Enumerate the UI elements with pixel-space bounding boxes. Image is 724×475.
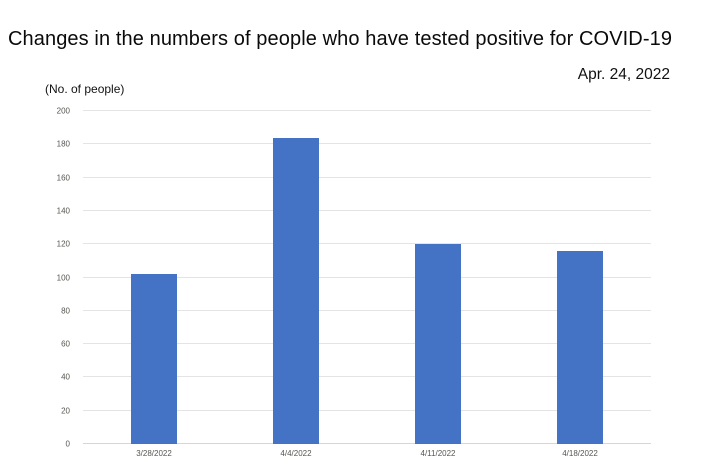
bar-4/18/2022 xyxy=(557,250,603,444)
y-axis-unit-label: (No. of people) xyxy=(45,82,125,96)
y-tick-label: 120 xyxy=(56,239,70,249)
gridline xyxy=(83,276,651,278)
bar-4/11/2022 xyxy=(415,244,461,444)
gridline xyxy=(83,409,651,411)
gridline xyxy=(83,376,651,378)
y-tick-label: 40 xyxy=(61,372,70,382)
gridline xyxy=(83,309,651,311)
gridline xyxy=(83,176,651,178)
y-tick-label: 100 xyxy=(56,273,70,282)
gridline xyxy=(83,343,651,345)
x-tick-label: 4/11/2022 xyxy=(420,449,456,458)
chart-date-annotation: Apr. 24, 2022 xyxy=(577,66,670,83)
bar-3/28/2022 xyxy=(131,274,177,444)
gridline xyxy=(83,243,651,245)
x-axis-line xyxy=(83,443,651,444)
x-tick-label: 4/18/2022 xyxy=(562,449,598,458)
chart-title: Changes in the numbers of people who hav… xyxy=(8,28,673,50)
y-tick-label: 0 xyxy=(65,439,70,449)
y-tick-label: 140 xyxy=(56,206,70,216)
gridline xyxy=(83,209,651,211)
x-tick-label: 3/28/2022 xyxy=(136,449,172,458)
y-tick-label: 160 xyxy=(56,173,70,183)
gridline xyxy=(83,143,651,145)
bar-4/4/2022 xyxy=(273,137,319,444)
y-tick-label: 20 xyxy=(61,406,70,416)
y-tick-label: 80 xyxy=(61,306,70,316)
x-tick-label: 4/4/2022 xyxy=(280,449,312,458)
y-tick-label: 180 xyxy=(56,139,70,149)
gridline xyxy=(83,110,651,111)
y-tick-label: 200 xyxy=(56,106,70,116)
y-tick-label: 60 xyxy=(61,339,70,349)
plot-area xyxy=(83,110,651,444)
